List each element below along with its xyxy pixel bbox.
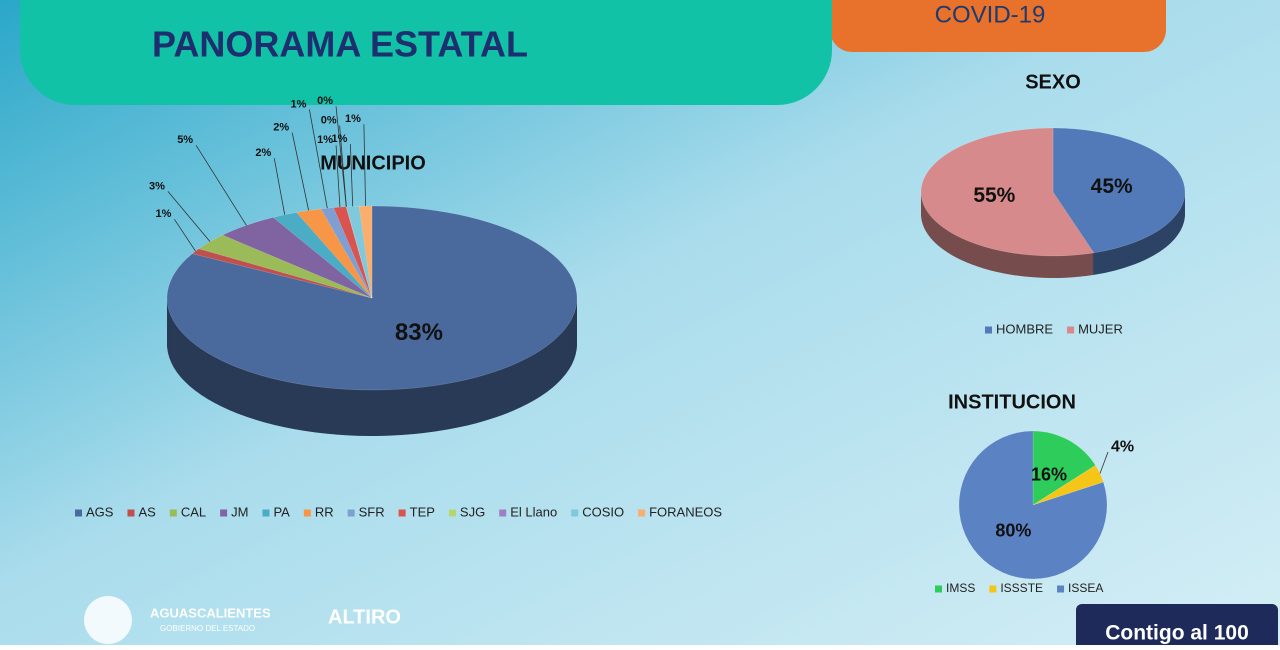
legend-label: ISSEA	[1068, 581, 1103, 595]
data-label: 0%	[321, 114, 337, 126]
legend-label: SJG	[460, 504, 485, 519]
data-label: 1%	[345, 113, 361, 125]
leader-line	[1099, 451, 1109, 474]
leader-line	[273, 158, 286, 215]
leader-line	[195, 145, 247, 226]
legend-label: MUJER	[1078, 321, 1123, 336]
data-label: 0%	[317, 95, 333, 107]
data-label: 2%	[255, 147, 271, 159]
legend-swatch	[499, 509, 507, 517]
legend-label: ISSSTE	[1000, 581, 1043, 595]
data-label: 1%	[290, 98, 306, 110]
data-label: 3%	[149, 180, 165, 192]
legend-label: IMSS	[946, 581, 975, 595]
government: GOBIERNO DEL ESTADO	[160, 624, 255, 633]
pie-slice	[272, 212, 373, 299]
pie-slice	[1052, 127, 1186, 254]
legend-swatch	[127, 509, 135, 517]
legend-label: TEP	[410, 504, 435, 519]
pie-slice	[920, 127, 1095, 257]
campaign-logo: ALTIRO	[328, 606, 401, 628]
legend-label: CAL	[181, 504, 206, 519]
pie-chart: SEXO 45% 55% HOMBRE MUJER	[920, 71, 1186, 336]
pie-slice	[221, 217, 373, 299]
state-name: AGUASCALIENTES	[150, 605, 271, 620]
leader-line	[291, 132, 310, 211]
data-label: 1%	[317, 134, 333, 146]
legend-swatch	[935, 585, 942, 593]
leader-line	[349, 144, 354, 207]
legend-label: AGS	[86, 504, 114, 519]
logo-emblem	[84, 596, 132, 644]
pie-slice	[358, 205, 373, 299]
data-label: 5%	[177, 134, 193, 146]
data-label: 83%	[395, 319, 443, 346]
leader-line	[167, 191, 211, 242]
legend-label: PA	[273, 504, 290, 519]
leader-line	[335, 106, 347, 207]
slogan-box	[1076, 604, 1278, 650]
data-label: 1%	[155, 208, 171, 220]
leader-line	[174, 219, 196, 252]
chart-title: MUNICIPIO	[320, 152, 426, 174]
legend-swatch	[571, 509, 579, 517]
data-label: 1%	[331, 133, 347, 145]
legend-swatch	[75, 509, 82, 517]
legend-swatch	[303, 509, 311, 517]
slogan: Contigo al 100	[1105, 622, 1249, 645]
legend-label: JM	[231, 504, 248, 519]
footer: AGUASCALIENTES GOBIERNO DEL ESTADO ALTIR…	[84, 596, 1278, 650]
pie-slice	[166, 205, 578, 391]
legend-swatch	[398, 509, 406, 517]
chart-title: SEXO	[1025, 71, 1081, 93]
legend-label: COSIO	[582, 504, 624, 519]
pie-slice	[958, 430, 1108, 580]
legend-swatch	[220, 509, 228, 517]
legend-swatch	[638, 509, 646, 517]
pie-slice	[296, 208, 373, 299]
legend-swatch	[262, 509, 270, 517]
legend-label: HOMBRE	[996, 321, 1053, 336]
header-banner	[20, 0, 832, 105]
legend-label: SFR	[359, 504, 385, 519]
pie-slice	[320, 207, 373, 299]
data-label: 45%	[1091, 175, 1133, 198]
chart-title: INSTITUCION	[948, 391, 1076, 413]
leader-line	[363, 124, 366, 207]
pie-chart: INSTITUCION 16% 4% 80% IMSS ISSSTE ISSEA	[935, 391, 1134, 595]
legend-swatch	[985, 326, 992, 334]
data-label: 4%	[1111, 438, 1134, 455]
data-label: 16%	[1031, 465, 1067, 485]
legend-swatch	[989, 585, 997, 593]
legend-label: RR	[315, 504, 334, 519]
data-label: 80%	[995, 521, 1031, 541]
tab	[830, 0, 1166, 52]
legend-swatch	[169, 509, 177, 517]
leader-line	[308, 109, 328, 209]
pie-slice	[191, 248, 373, 299]
legend-label: FORANEOS	[649, 504, 722, 519]
page-title: PANORAMA ESTATAL	[152, 24, 528, 65]
legend-swatch	[448, 509, 456, 517]
data-label: 2%	[273, 122, 289, 134]
data-label: 55%	[973, 184, 1015, 207]
leader-line	[335, 145, 341, 208]
legend-label: El Llano	[510, 504, 557, 519]
tab-label: COVID-19	[935, 1, 1046, 28]
legend-swatch	[347, 509, 355, 517]
legend-swatch	[1057, 585, 1065, 593]
pie-slice	[1032, 430, 1096, 506]
pie-slice	[198, 234, 373, 299]
legend-swatch	[1067, 326, 1075, 334]
legend-label: AS	[138, 504, 156, 519]
